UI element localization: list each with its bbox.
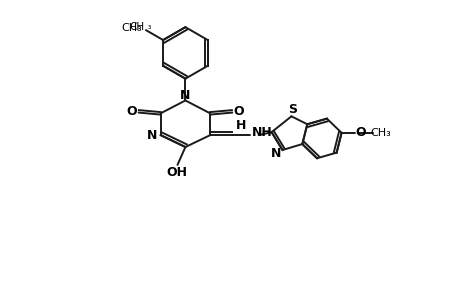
Text: N: N [146, 129, 157, 142]
Text: CH₃: CH₃ [370, 128, 391, 138]
Text: O: O [354, 126, 365, 139]
Text: O: O [233, 105, 244, 118]
Text: ₃: ₃ [147, 22, 150, 31]
Text: N: N [180, 89, 190, 102]
Text: OH: OH [166, 166, 187, 179]
Text: O: O [126, 105, 137, 118]
Text: CH₃: CH₃ [122, 23, 142, 33]
Text: S: S [287, 103, 296, 116]
Text: NH: NH [251, 126, 272, 139]
Text: CH: CH [129, 22, 144, 32]
Text: N: N [270, 148, 280, 160]
Text: H: H [235, 119, 246, 132]
